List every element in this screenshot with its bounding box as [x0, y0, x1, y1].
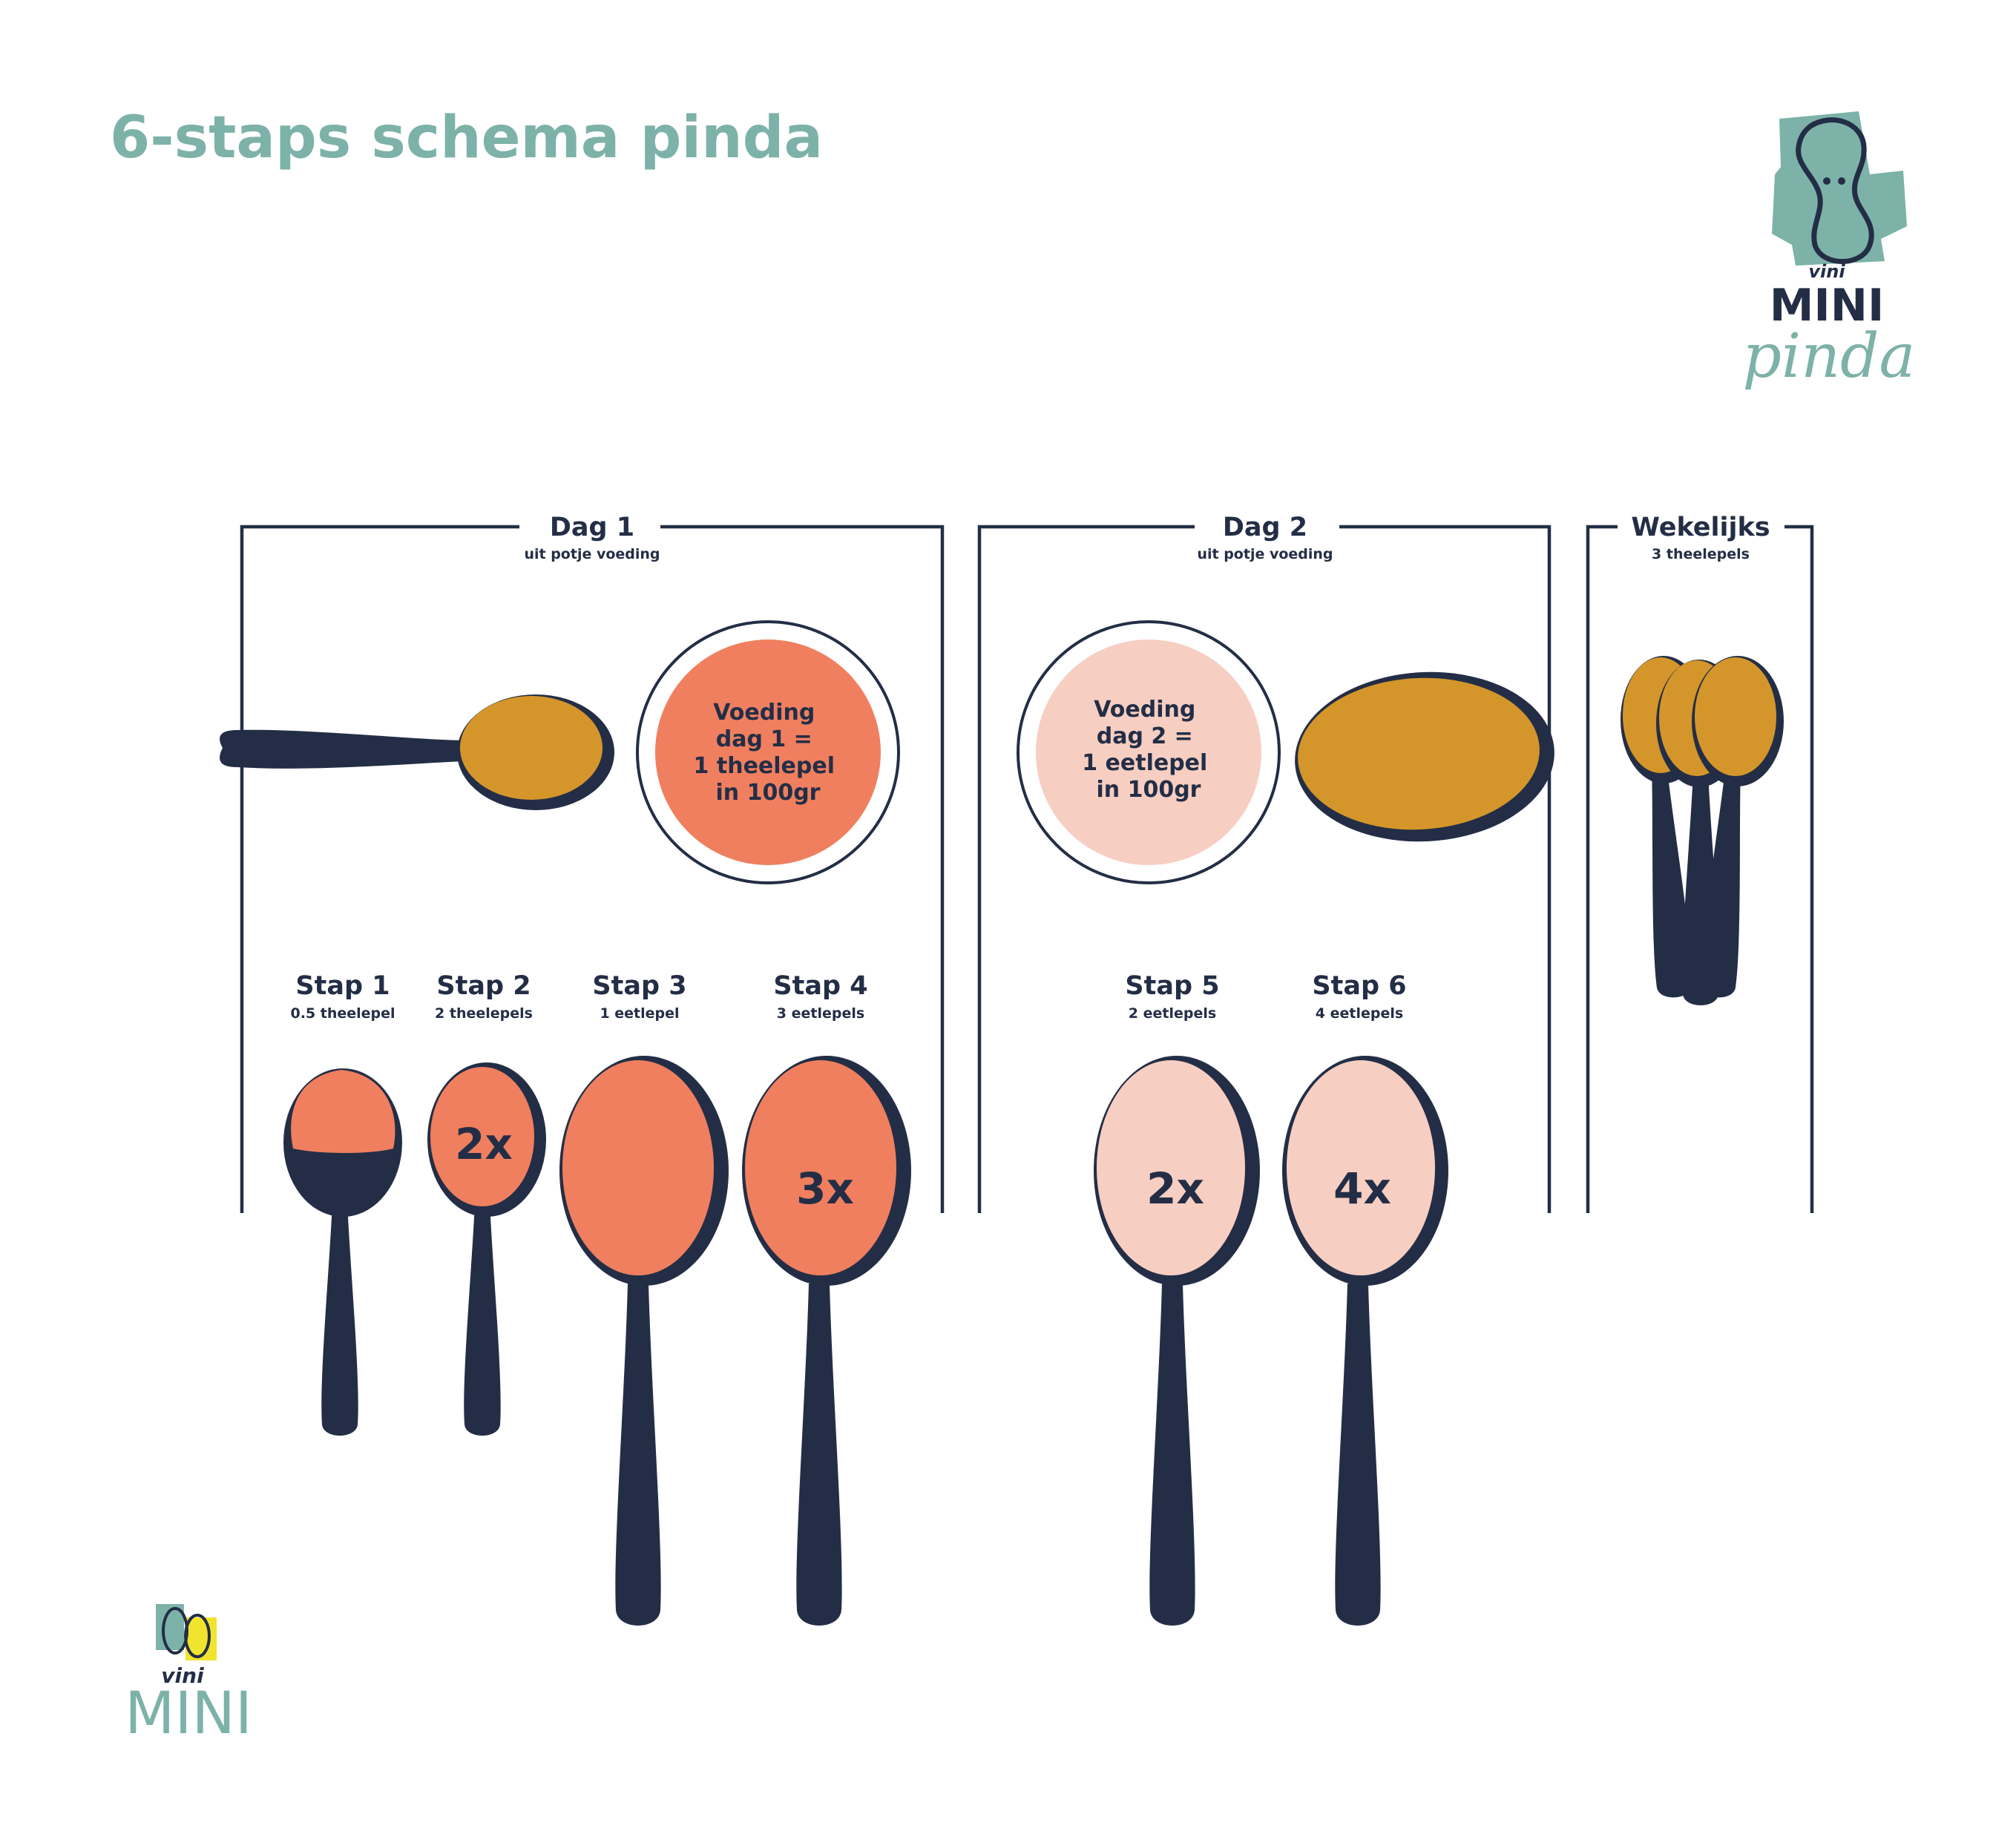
peanut-butter-fill [1695, 657, 1776, 776]
peanut-icon [184, 1614, 211, 1658]
step-6-spoon-icon: 4x [1282, 1056, 1448, 1626]
bowl-caption: Voeding dag 1 = 1 theelepel in 100gr [694, 700, 843, 806]
section-heading: Dag 1 [550, 513, 634, 542]
peanut-fill [430, 1067, 534, 1206]
step-2-spoon-icon: 2x [427, 1062, 546, 1436]
logo-background-shape [1772, 111, 1907, 266]
section-heading: Wekelijks [1631, 513, 1770, 542]
step-title: Stap 1 [295, 971, 390, 1001]
step-title: Stap 6 [1312, 971, 1406, 1001]
teaspoon-horizontal-icon [220, 694, 614, 810]
peanut-icon [1796, 117, 1874, 264]
bowl-caption: Voeding dag 2 = 1 eetlepel in 100gr [1082, 697, 1215, 803]
section-subheading: uit potje voeding [1197, 546, 1333, 562]
step-amount: 2 theelepels [435, 1005, 533, 1022]
multiplier-label: 4x [1333, 1163, 1391, 1214]
section-frame [977, 525, 1552, 1213]
step-5-label: Stap 5 2 eetlepels [1125, 971, 1219, 1022]
peanut-fill [745, 1060, 896, 1275]
bowl-fill [1036, 640, 1261, 865]
step-amount: 1 eetlepel [600, 1005, 679, 1022]
logo-small-word: vini [161, 1663, 204, 1688]
step-3-label: Stap 3 1 eetlepel [592, 971, 686, 1022]
peanut-butter-fill [460, 696, 602, 800]
multiplier-label: 2x [1146, 1163, 1204, 1214]
step-1-spoon-icon [283, 1068, 402, 1436]
step-1-label: Stap 1 0.5 theelepel [290, 971, 395, 1022]
section-frame [1586, 525, 1814, 1213]
step-amount: 4 eetlepels [1316, 1005, 1403, 1022]
step-amount: 2 eetlepels [1129, 1005, 1216, 1022]
bowl-fill [655, 640, 881, 865]
step-title: Stap 2 [436, 971, 531, 1001]
step-4-label: Stap 4 3 eetlepels [773, 971, 867, 1022]
section-subheading: 3 theelepels [1652, 546, 1750, 562]
step-amount: 3 eetlepels [777, 1005, 864, 1022]
section-heading: Dag 2 [1223, 513, 1307, 542]
peanut-butter-fill [1298, 677, 1540, 830]
step-3-spoon-icon [559, 1056, 729, 1626]
peanut-fill [562, 1060, 714, 1275]
page-title: 6-staps schema pinda [110, 105, 823, 171]
section-wekelijks: Wekelijks 3 theelepels [1586, 513, 1814, 1213]
step-amount: 0.5 theelepel [290, 1005, 395, 1022]
peanut-eye-icon [1838, 177, 1845, 185]
peanut-eye-icon [1823, 177, 1831, 185]
multiplier-label: 2x [455, 1119, 513, 1169]
peanut-fill [1287, 1060, 1435, 1275]
pinda-brand-logo: vini MINI pinda [1743, 111, 1916, 392]
three-teaspoons-icon [1621, 656, 1784, 1005]
logo-small-word: vini [1808, 261, 1845, 282]
tablespoon-horizontal-icon [1295, 671, 1554, 842]
multiplier-label: 3x [796, 1163, 854, 1214]
step-4-spoon-icon: 3x [742, 1056, 911, 1626]
section-subheading: uit potje voeding [524, 546, 660, 562]
vini-mini-logo: vini MINI [125, 1604, 252, 1747]
bowl-dag-2: Voeding dag 2 = 1 eetlepel in 100gr [1017, 620, 1281, 884]
peanut-fill-half [291, 1070, 395, 1153]
logo-wordmark: MINI [125, 1680, 252, 1747]
bowl-dag-1: Voeding dag 1 = 1 theelepel in 100gr [636, 620, 900, 884]
logo-wordmark: MINI [1770, 280, 1885, 332]
logo-script-word: pinda [1743, 321, 1916, 392]
section-dag-2: Dag 2 uit potje voeding [977, 513, 1552, 1213]
step-2-label: Stap 2 2 theelepels [435, 971, 533, 1022]
step-title: Stap 4 [773, 971, 867, 1001]
section-dag-1: Dag 1 uit potje voeding [240, 513, 945, 1213]
step-title: Stap 5 [1125, 971, 1219, 1001]
step-5-spoon-icon: 2x [1094, 1056, 1260, 1626]
step-6-label: Stap 6 4 eetlepels [1312, 971, 1406, 1022]
peanut-fill [1097, 1060, 1245, 1275]
step-title: Stap 3 [592, 971, 686, 1001]
section-frame [240, 525, 945, 1213]
